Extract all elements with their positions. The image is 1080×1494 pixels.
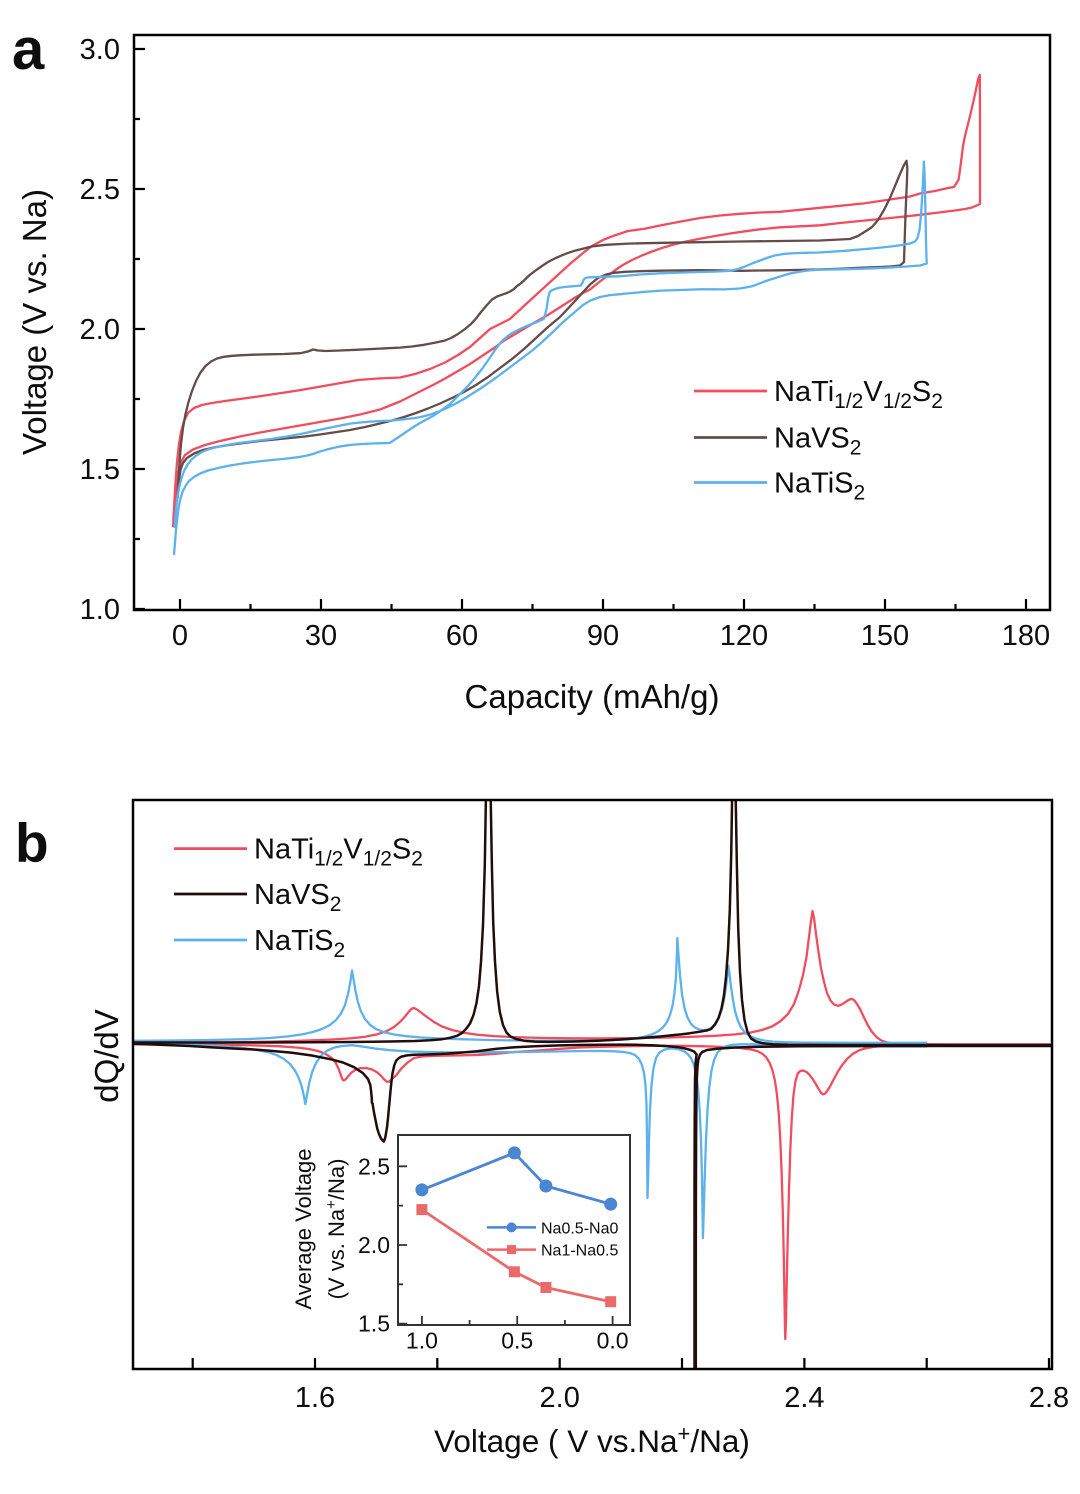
svg-text:Na1-Na0.5: Na1-Na0.5 bbox=[541, 1243, 618, 1260]
svg-text:120: 120 bbox=[720, 620, 768, 652]
svg-text:Capacity (mAh/g): Capacity (mAh/g) bbox=[465, 678, 720, 715]
svg-text:2.5: 2.5 bbox=[358, 1153, 390, 1179]
svg-text:1.6: 1.6 bbox=[295, 1382, 335, 1414]
svg-text:0.0: 0.0 bbox=[597, 1328, 629, 1354]
svg-text:NaTi1/2V1/2S2: NaTi1/2V1/2S2 bbox=[254, 834, 423, 871]
svg-text:dQ/dV: dQ/dV bbox=[88, 1009, 125, 1103]
svg-text:Voltage ( V vs.Na+/Na): Voltage ( V vs.Na+/Na) bbox=[434, 1421, 750, 1459]
svg-text:90: 90 bbox=[587, 620, 619, 652]
svg-text:2.0: 2.0 bbox=[358, 1232, 390, 1258]
svg-text:NaTi1/2V1/2S2: NaTi1/2V1/2S2 bbox=[774, 376, 943, 413]
svg-text:2.4: 2.4 bbox=[784, 1382, 824, 1414]
svg-text:0: 0 bbox=[172, 620, 188, 652]
svg-text:180: 180 bbox=[1002, 620, 1050, 652]
svg-text:Voltage (V vs. Na): Voltage (V vs. Na) bbox=[16, 189, 53, 455]
svg-text:Average Voltage: Average Voltage bbox=[291, 1148, 316, 1309]
svg-text:NaVS2: NaVS2 bbox=[774, 423, 861, 460]
svg-text:150: 150 bbox=[861, 620, 909, 652]
svg-text:2.0: 2.0 bbox=[540, 1382, 580, 1414]
svg-text:Na0.5-Na0: Na0.5-Na0 bbox=[541, 1221, 618, 1238]
svg-text:1.0: 1.0 bbox=[80, 594, 120, 626]
svg-text:NaVS2: NaVS2 bbox=[254, 879, 341, 916]
svg-text:(V vs. Na+/Na): (V vs. Na+/Na) bbox=[323, 1159, 349, 1300]
svg-text:2.5: 2.5 bbox=[80, 174, 120, 206]
svg-text:3.0: 3.0 bbox=[80, 34, 120, 66]
svg-text:b: b bbox=[15, 812, 49, 874]
svg-text:NaTiS2: NaTiS2 bbox=[254, 925, 345, 962]
svg-text:1.0: 1.0 bbox=[406, 1328, 438, 1354]
svg-text:2.8: 2.8 bbox=[1029, 1382, 1069, 1414]
svg-text:a: a bbox=[12, 17, 45, 82]
svg-text:1.5: 1.5 bbox=[80, 454, 120, 486]
svg-text:2.0: 2.0 bbox=[80, 314, 120, 346]
svg-text:60: 60 bbox=[446, 620, 478, 652]
svg-text:30: 30 bbox=[305, 620, 337, 652]
svg-text:1.5: 1.5 bbox=[358, 1311, 390, 1337]
svg-text:0.5: 0.5 bbox=[501, 1328, 533, 1354]
svg-text:NaTiS2: NaTiS2 bbox=[774, 468, 865, 505]
